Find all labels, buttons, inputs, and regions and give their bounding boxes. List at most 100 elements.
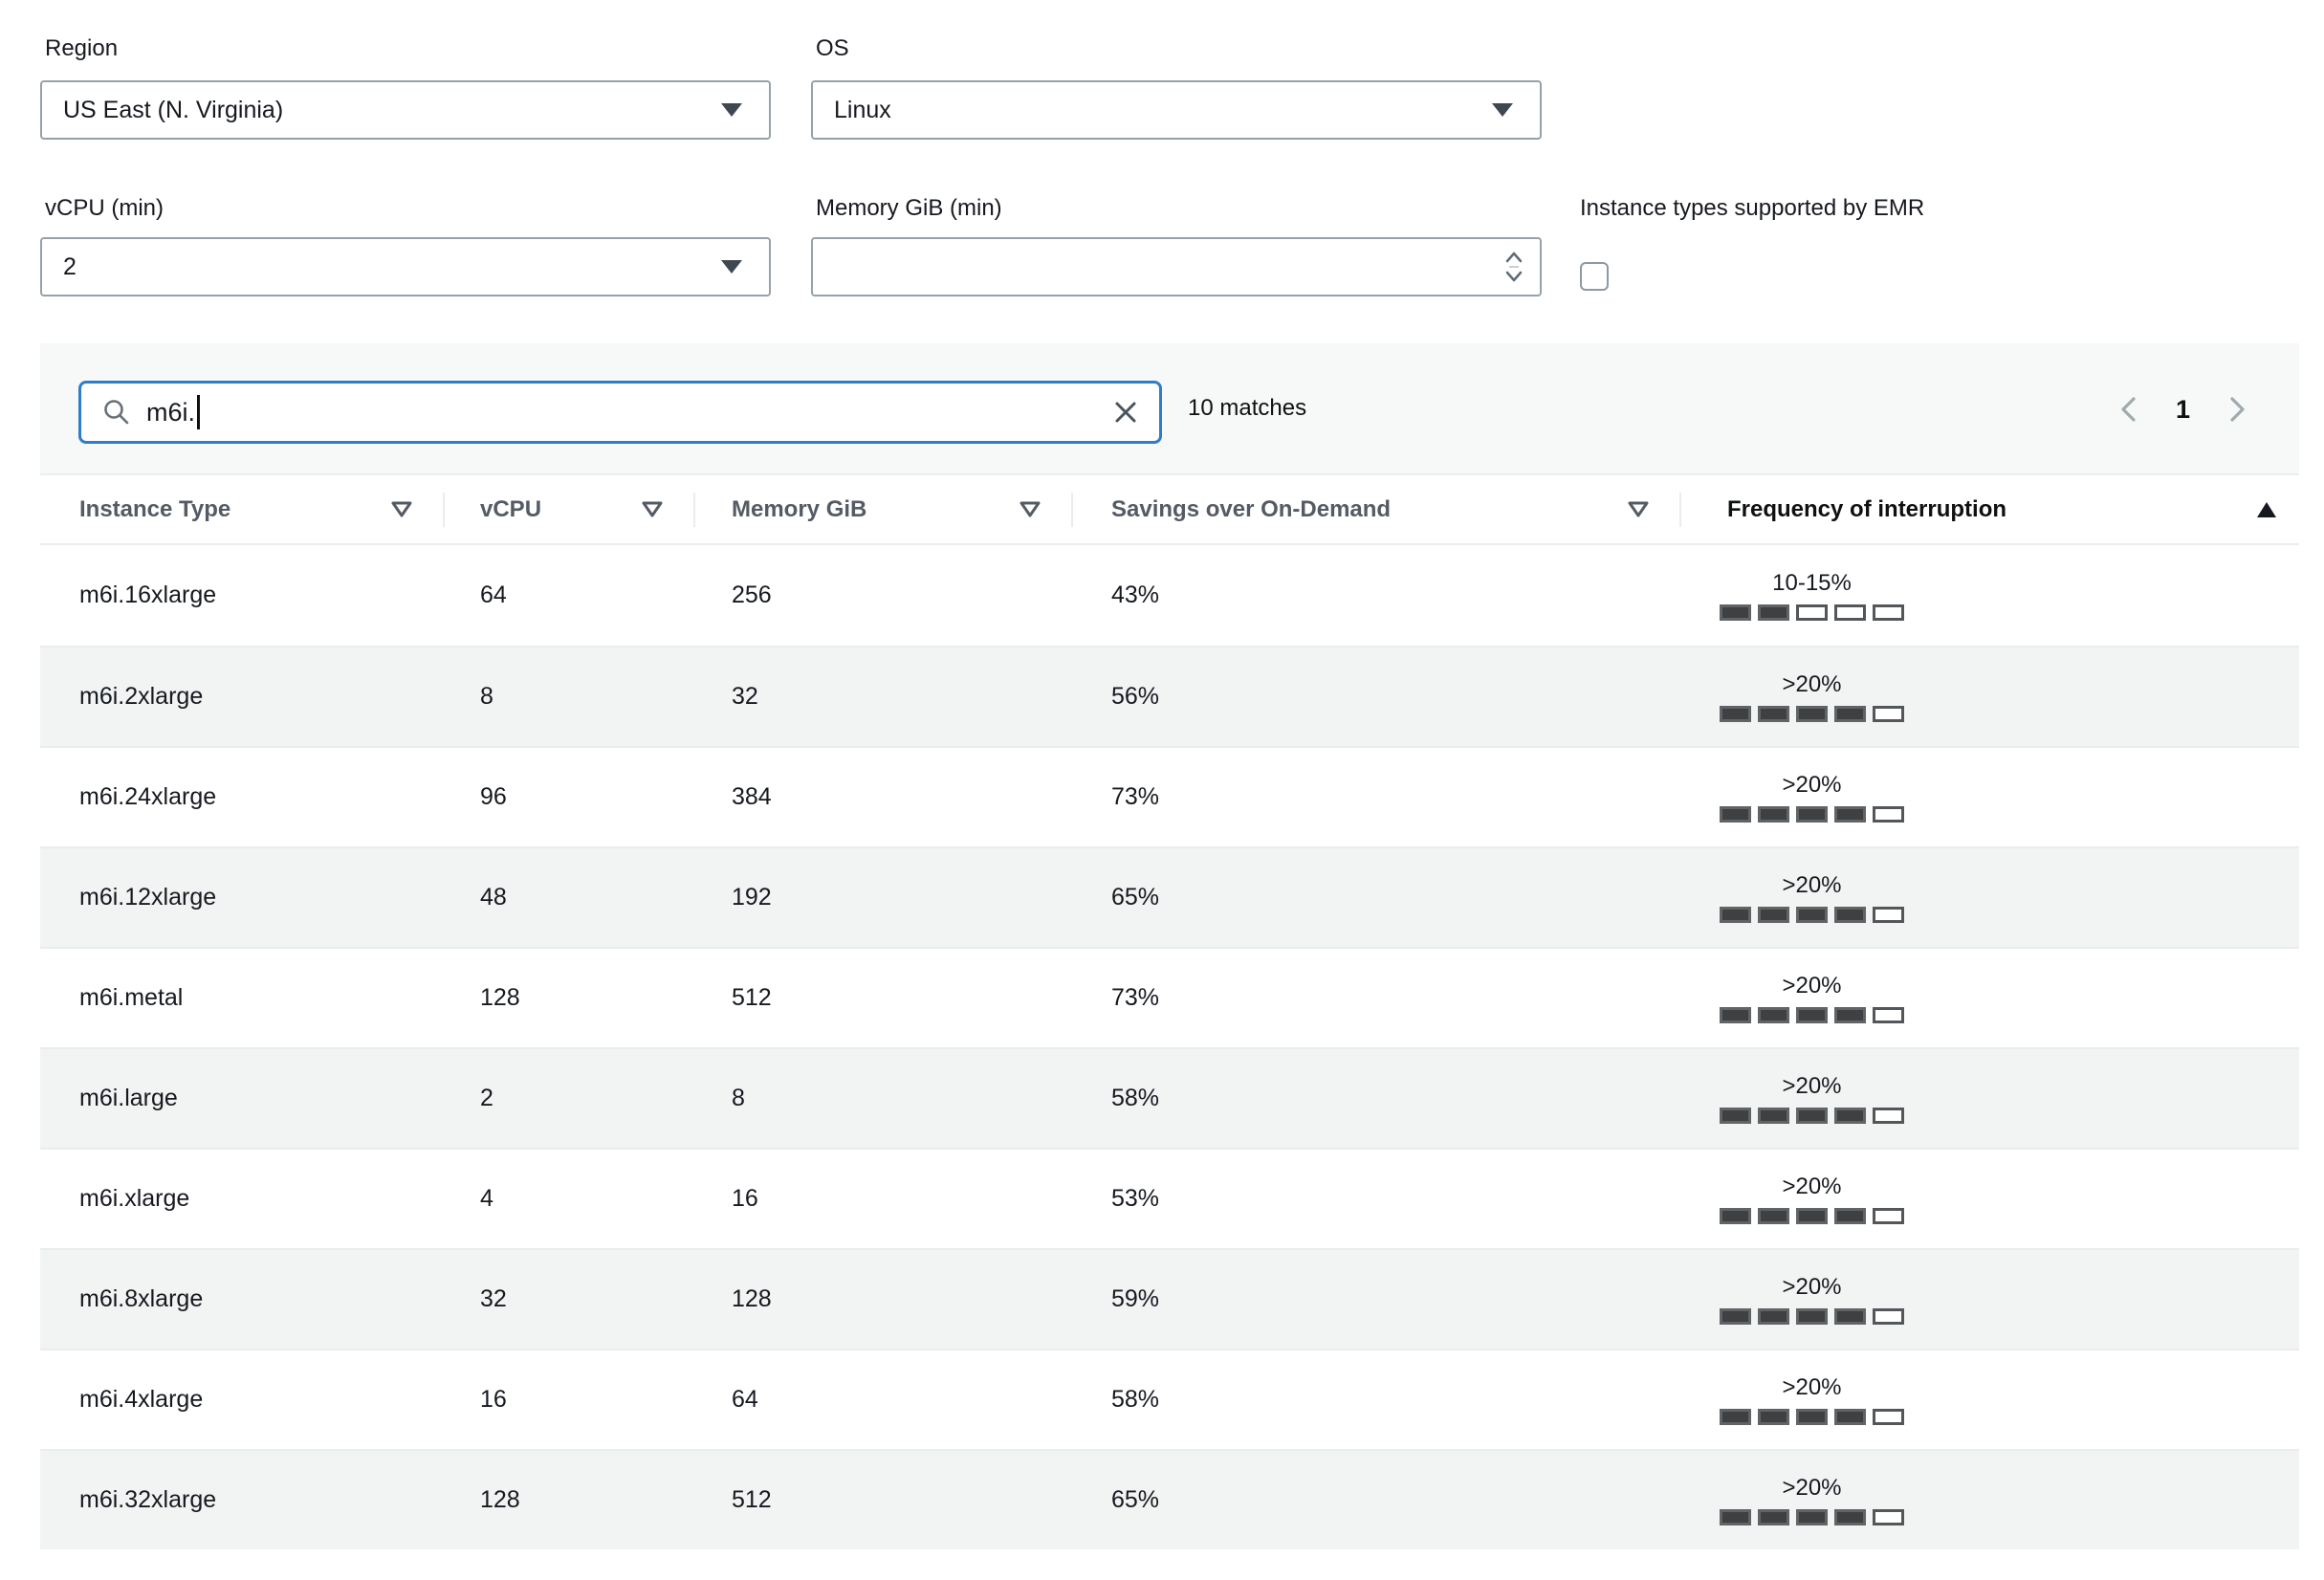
table-row[interactable]: m6i.32xlarge 128 512 65% >20% [40, 1449, 2299, 1549]
triangle-down-outline-icon[interactable] [1626, 499, 1651, 520]
cell-frequency: >20% [1679, 1150, 2299, 1248]
table-row[interactable]: m6i.12xlarge 48 192 65% >20% [40, 846, 2299, 947]
frequency-bar-empty [1873, 1006, 1904, 1023]
column-label: Frequency of interruption [1727, 495, 2007, 522]
search-input[interactable]: m6i. [78, 381, 1162, 444]
cell-memory: 256 [693, 545, 1071, 646]
up-down-stepper-icon[interactable] [1502, 248, 1526, 286]
cell-vcpu: 48 [443, 848, 693, 947]
column-header-frequency[interactable]: Frequency of interruption [1679, 475, 2299, 543]
cell-savings: 59% [1071, 1250, 1679, 1349]
triangle-up-filled-icon[interactable] [2255, 500, 2278, 519]
frequency-bars [1720, 1107, 1904, 1124]
cell-instance-type: m6i.24xlarge [40, 748, 443, 846]
frequency-bar-empty [1873, 603, 1904, 621]
next-page-button[interactable] [2225, 395, 2249, 424]
frequency-bar-filled [1720, 1508, 1751, 1525]
savings-value: 73% [1111, 783, 1160, 810]
cell-memory: 512 [693, 1451, 1071, 1549]
frequency-bar-filled [1796, 1408, 1828, 1425]
triangle-down-outline-icon[interactable] [389, 499, 414, 520]
cell-memory: 192 [693, 848, 1071, 947]
table-body: m6i.16xlarge 64 256 43% 10-15% m6i.2xlar… [40, 545, 2299, 1549]
frequency-label: >20% [1782, 1474, 1842, 1501]
table-row[interactable]: m6i.8xlarge 32 128 59% >20% [40, 1248, 2299, 1349]
column-label: Savings over On-Demand [1111, 495, 1392, 522]
cell-instance-type: m6i.metal [40, 949, 443, 1047]
table-row[interactable]: m6i.24xlarge 96 384 73% >20% [40, 746, 2299, 846]
column-header-savings[interactable]: Savings over On-Demand [1071, 475, 1679, 543]
cell-vcpu: 8 [443, 647, 693, 746]
vcpu-select[interactable]: 2 [40, 237, 771, 296]
chevron-right-icon [2230, 397, 2245, 422]
region-value: US East (N. Virginia) [63, 96, 284, 123]
pagination: 1 [2116, 343, 2249, 475]
vcpu-value: 128 [480, 1486, 520, 1513]
frequency-indicator: >20% [1720, 1474, 1904, 1525]
os-label: OS [816, 35, 849, 61]
frequency-label: >20% [1782, 1273, 1842, 1300]
frequency-bar-filled [1720, 1307, 1751, 1325]
chevron-left-icon [2121, 397, 2136, 422]
clear-search-button[interactable] [1109, 396, 1142, 428]
cell-frequency: 10-15% [1679, 545, 2299, 646]
chevron-down-icon [721, 260, 742, 274]
frequency-bar-filled [1720, 1408, 1751, 1425]
frequency-bar-empty [1796, 603, 1828, 621]
frequency-bar-empty [1873, 1408, 1904, 1425]
table-row[interactable]: m6i.16xlarge 64 256 43% 10-15% [40, 545, 2299, 646]
instance-type-value: m6i.large [79, 1085, 178, 1111]
column-header-instance-type[interactable]: Instance Type [40, 475, 443, 543]
cell-frequency: >20% [1679, 1451, 2299, 1549]
triangle-down-outline-icon[interactable] [640, 499, 665, 520]
cell-savings: 73% [1071, 949, 1679, 1047]
frequency-bar-empty [1873, 906, 1904, 923]
prev-page-button[interactable] [2116, 395, 2141, 424]
frequency-label: >20% [1782, 1072, 1842, 1099]
frequency-bar-filled [1796, 1307, 1828, 1325]
frequency-bar-filled [1834, 1508, 1866, 1525]
instance-type-value: m6i.2xlarge [79, 683, 204, 710]
frequency-indicator: >20% [1720, 1174, 1904, 1224]
frequency-bar-filled [1758, 1006, 1789, 1023]
cell-savings: 43% [1071, 545, 1679, 646]
cell-vcpu: 96 [443, 748, 693, 846]
table-row[interactable]: m6i.2xlarge 8 32 56% >20% [40, 646, 2299, 746]
frequency-bar-empty [1873, 1107, 1904, 1124]
memory-input[interactable] [811, 237, 1542, 296]
frequency-bar-filled [1796, 1207, 1828, 1224]
region-select[interactable]: US East (N. Virginia) [40, 80, 771, 140]
instance-type-value: m6i.metal [79, 984, 184, 1011]
frequency-bar-filled [1720, 1207, 1751, 1224]
table-row[interactable]: m6i.large 2 8 58% >20% [40, 1047, 2299, 1148]
frequency-bar-filled [1796, 705, 1828, 722]
os-select[interactable]: Linux [811, 80, 1542, 140]
results-panel: m6i. 10 matches 1 [40, 343, 2299, 1549]
frequency-bar-empty [1873, 1307, 1904, 1325]
column-header-vcpu[interactable]: vCPU [443, 475, 693, 543]
frequency-indicator: >20% [1720, 671, 1904, 722]
column-header-memory[interactable]: Memory GiB [693, 475, 1071, 543]
vcpu-value: 2 [63, 252, 77, 280]
frequency-bar-filled [1834, 1307, 1866, 1325]
cell-instance-type: m6i.8xlarge [40, 1250, 443, 1349]
emr-checkbox[interactable] [1580, 262, 1609, 291]
emr-label: Instance types supported by EMR [1580, 195, 1925, 221]
frequency-bar-filled [1758, 603, 1789, 621]
frequency-bar-filled [1720, 906, 1751, 923]
table-row[interactable]: m6i.metal 128 512 73% >20% [40, 947, 2299, 1047]
column-label: Instance Type [79, 495, 231, 522]
cell-frequency: >20% [1679, 647, 2299, 746]
savings-value: 58% [1111, 1085, 1160, 1111]
cell-savings: 65% [1071, 1451, 1679, 1549]
triangle-down-outline-icon[interactable] [1018, 499, 1042, 520]
table-row[interactable]: m6i.xlarge 4 16 53% >20% [40, 1148, 2299, 1248]
current-page[interactable]: 1 [2175, 394, 2190, 424]
frequency-indicator: >20% [1720, 872, 1904, 923]
match-count: 10 matches [1188, 395, 1307, 421]
frequency-bar-filled [1758, 1207, 1789, 1224]
frequency-bar-filled [1758, 906, 1789, 923]
frequency-indicator: >20% [1720, 1374, 1904, 1425]
table-row[interactable]: m6i.4xlarge 16 64 58% >20% [40, 1349, 2299, 1449]
vcpu-value: 8 [480, 683, 493, 710]
